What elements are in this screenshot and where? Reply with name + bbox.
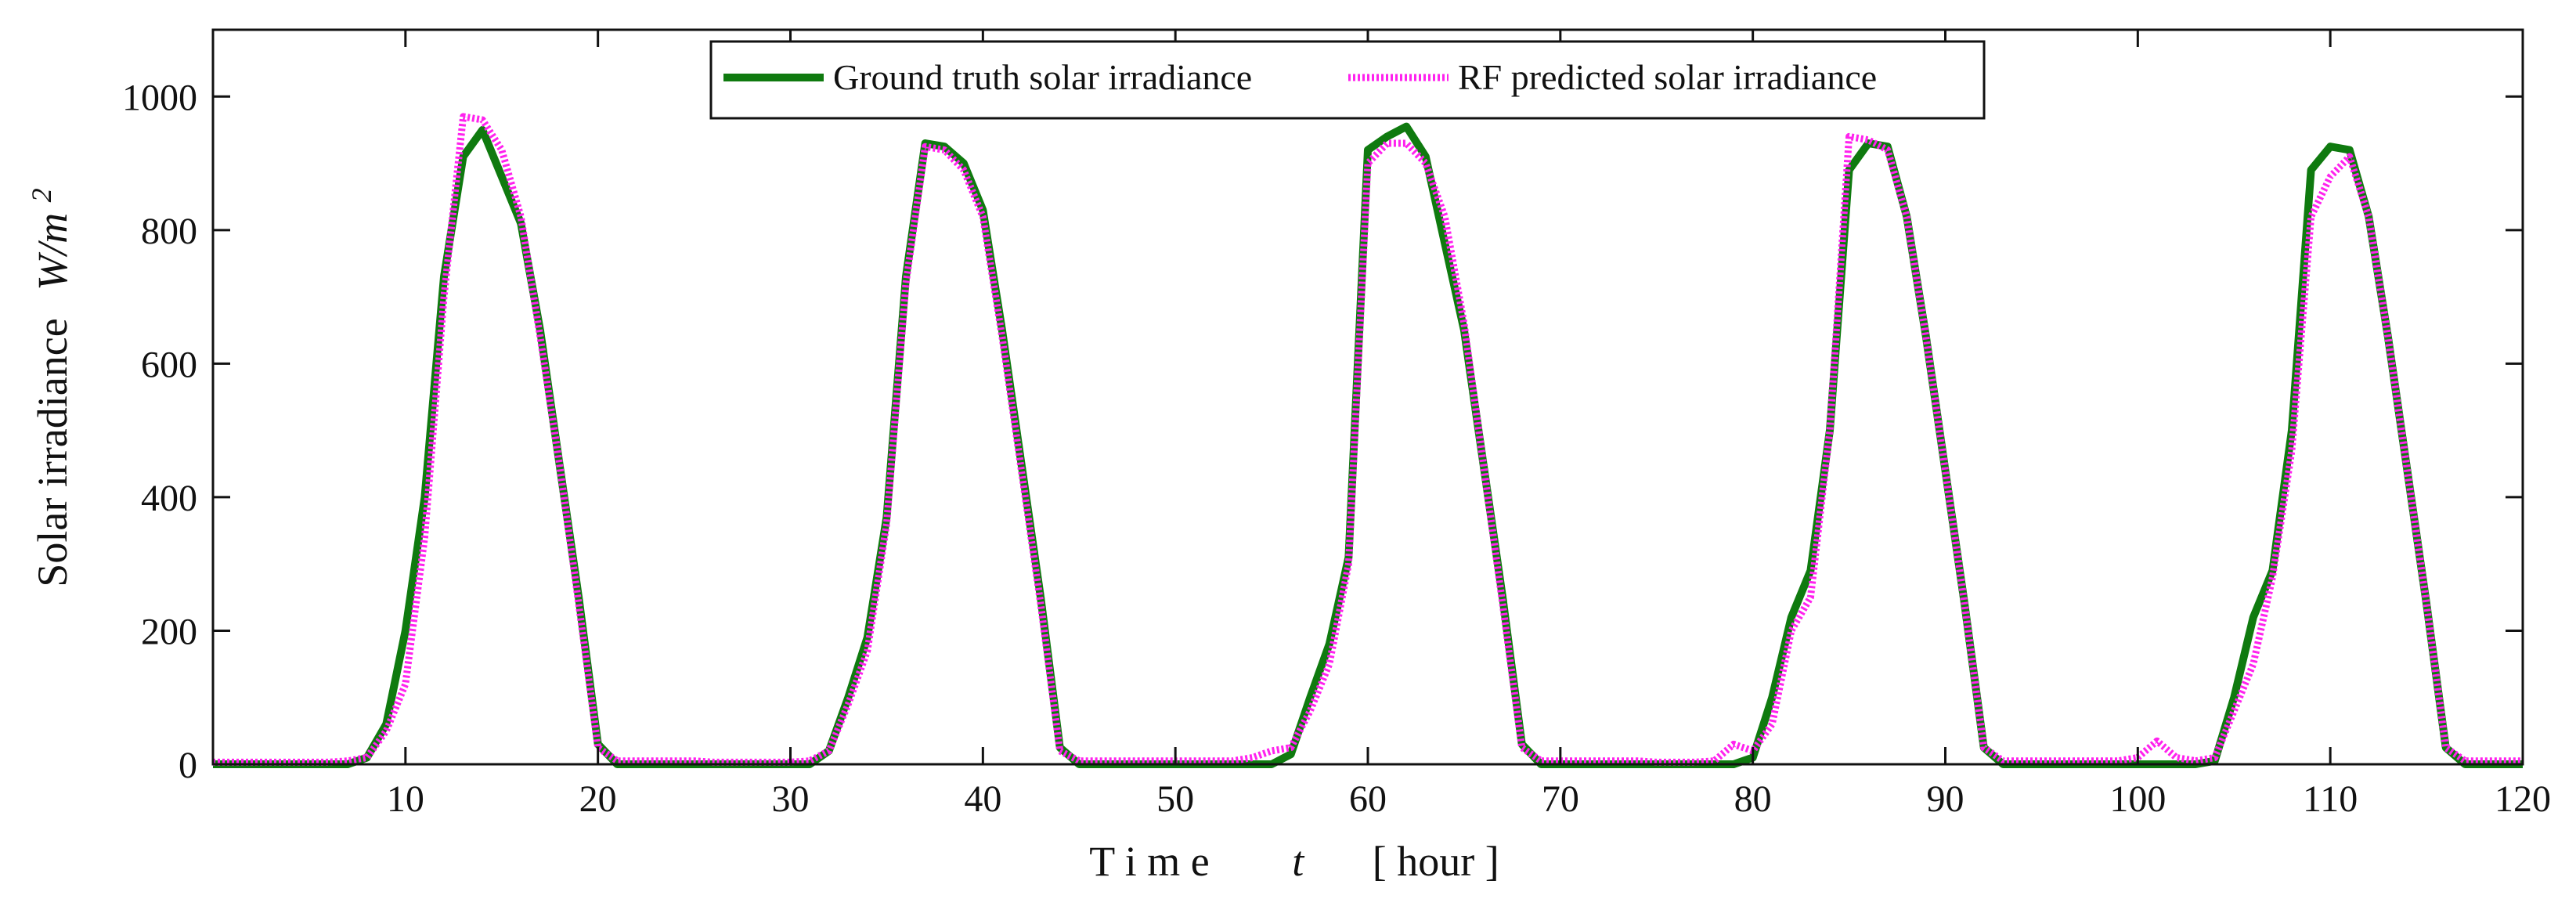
x-tick-label: 30 [772,778,810,820]
legend-label-rf-predicted: RF predicted solar irradiance [1458,57,1877,97]
x-tick-label: 80 [1734,778,1772,820]
plot-background [213,30,2523,764]
y-tick-label: 800 [141,211,197,252]
y-axis-title: Solar irradiance W/m 2 [26,188,76,587]
legend-box [709,40,1986,120]
x-tick-label: 50 [1156,778,1194,820]
x-axis-title-var: t [1292,838,1305,885]
x-tick-label: 120 [2495,778,2551,820]
x-tick-label: 100 [2109,778,2166,820]
x-tick-label: 10 [387,778,424,820]
x-tick-label: 110 [2303,778,2358,820]
plot-area [213,30,2523,764]
y-tick-label: 0 [179,745,197,786]
x-tick-label: 90 [1927,778,1964,820]
y-tick-label: 200 [141,611,197,652]
y-tick-label: 1000 [122,77,197,118]
x-axis-title-prefix: T i m e [1089,838,1209,885]
y-axis-title-text: Solar irradiance [29,318,76,587]
tick-layer: 10 20 30 40 50 60 70 80 90 100 110 120 0 200 400 600 800… [122,30,2551,820]
x-tick-label: 40 [964,778,1001,820]
x-tick-label: 20 [579,778,617,820]
legend: Ground truth solar irradiance RF predict… [709,40,1986,120]
x-axis-title-unit: [ hour ] [1373,838,1499,885]
x-axis-title: T i m e t [ hour ] [1037,838,1531,885]
x-tick-label: 60 [1349,778,1387,820]
legend-label-ground-truth: Ground truth solar irradiance [833,57,1252,97]
y-axis-unit-exponent: 2 [26,188,57,202]
y-tick-label: 600 [141,344,197,385]
x-tick-label: 70 [1542,778,1579,820]
y-tick-label: 400 [141,478,197,519]
y-axis-unit-base: W/m [29,213,76,291]
